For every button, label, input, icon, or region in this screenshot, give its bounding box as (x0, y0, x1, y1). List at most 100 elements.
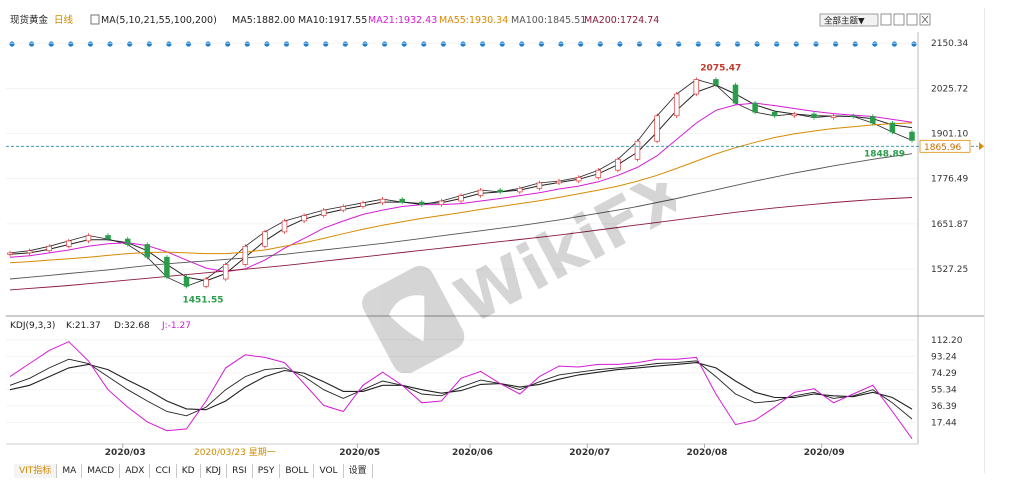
zoom-in-icon[interactable] (880, 13, 892, 26)
indicator-tab-0[interactable]: VIT指标 (14, 464, 58, 478)
period-label[interactable]: 日线 (54, 14, 74, 26)
zoom-out-icon[interactable] (893, 13, 905, 26)
indicator-tab-6[interactable]: KDJ (201, 464, 228, 478)
recent-low-annotation: 1848.89 (864, 150, 905, 160)
event-dot[interactable] (617, 41, 623, 47)
chart-canvas[interactable]: 现货黄金 日线 MA(5,10,21,55,100,200) MA5:1882.… (6, 8, 984, 473)
candle-body (164, 256, 170, 278)
candle-body (281, 220, 288, 233)
event-dot[interactable] (774, 41, 780, 47)
indicator-tab-1[interactable]: MA (57, 464, 83, 478)
high-annotation: 2075.47 (700, 63, 741, 73)
candle-body (7, 252, 13, 255)
event-dot[interactable] (29, 41, 35, 47)
kdj-grid (6, 339, 918, 423)
event-dot[interactable] (68, 41, 74, 47)
ma200-value: MA200:1724.74 (584, 15, 659, 26)
indicator-tab-11[interactable]: 设置 (344, 464, 373, 478)
price-tick-label: 1651.87 (931, 220, 968, 230)
event-dot[interactable] (87, 41, 93, 47)
event-dot[interactable] (9, 41, 15, 47)
event-dot[interactable] (401, 41, 407, 47)
candle-body (732, 84, 739, 104)
date-tick-label: 2020/09 (804, 448, 845, 458)
event-dot[interactable] (146, 41, 152, 47)
theme-button[interactable] (819, 13, 879, 27)
kdj-tick-label: 17.44 (931, 418, 957, 428)
event-dot[interactable] (911, 41, 917, 47)
event-dot[interactable] (185, 41, 192, 47)
indicator-tab-2[interactable]: MACD (82, 464, 121, 478)
event-dot[interactable] (852, 41, 858, 47)
event-dot[interactable] (891, 41, 898, 47)
event-dot[interactable] (833, 41, 839, 47)
event-dot[interactable] (303, 41, 309, 47)
event-dot[interactable] (48, 41, 54, 47)
indicator-tab-7[interactable]: RSI (227, 464, 253, 478)
event-dot[interactable] (578, 41, 584, 47)
crosshair-date-label: 2020/03/23 星期一 (194, 447, 276, 458)
event-dot[interactable] (283, 41, 290, 47)
event-dot[interactable] (597, 41, 603, 47)
candle-body (517, 187, 523, 193)
event-dot[interactable] (382, 41, 388, 47)
kdj-tick-label: 74.29 (931, 369, 957, 379)
event-dot[interactable] (636, 41, 643, 47)
event-dot[interactable] (499, 41, 505, 47)
chart-window: 现货黄金 日线 MA(5,10,21,55,100,200) MA5:1882.… (6, 8, 985, 478)
event-dot[interactable] (225, 41, 231, 47)
event-dot[interactable] (440, 41, 446, 47)
event-dot[interactable] (166, 41, 172, 47)
event-dot[interactable] (480, 41, 486, 47)
event-dot[interactable] (656, 41, 662, 47)
indicator-tab-9[interactable]: BOLL (280, 464, 315, 478)
event-dot[interactable] (715, 41, 721, 47)
kdj-line-k (9, 358, 913, 420)
candle-body (66, 240, 72, 247)
ma100-value: MA100:1845.51 (511, 15, 586, 26)
ma-line-ma200 (9, 197, 913, 291)
indicator-tab-8[interactable]: PSY (253, 464, 281, 478)
event-dot[interactable] (362, 41, 368, 47)
ma-params-label: MA(5,10,21,55,100,200) (101, 15, 217, 26)
event-dot[interactable] (460, 41, 466, 47)
candle-body (85, 235, 92, 242)
event-dot[interactable] (754, 41, 760, 47)
event-dot[interactable] (244, 41, 250, 47)
event-dot[interactable] (323, 41, 329, 47)
kdj-line-j (9, 341, 913, 439)
candle-body (203, 278, 209, 287)
date-tick-label: 2020/06 (452, 448, 493, 458)
date-tick-label: 2020/07 (569, 448, 610, 458)
ma21-value: MA21:1932.43 (368, 15, 437, 26)
event-dot[interactable] (695, 41, 701, 47)
indicator-tab-3[interactable]: ADX (120, 464, 151, 478)
event-dot[interactable] (264, 41, 270, 47)
event-dot[interactable] (107, 41, 113, 47)
event-dot[interactable] (127, 41, 133, 47)
event-dot[interactable] (342, 41, 348, 47)
event-dot[interactable] (793, 41, 799, 47)
event-dot[interactable] (558, 41, 564, 47)
date-tick-label: 2020/05 (339, 448, 380, 458)
candle-body (870, 116, 876, 124)
event-dot[interactable] (421, 41, 427, 47)
event-dot[interactable] (813, 41, 819, 47)
event-dot[interactable] (734, 41, 741, 47)
indicator-tab-4[interactable]: CCI (150, 464, 177, 478)
event-dots[interactable] (9, 41, 917, 47)
event-dot[interactable] (676, 41, 682, 47)
candle-body (46, 245, 52, 252)
event-dot[interactable] (519, 41, 525, 47)
event-dot[interactable] (205, 41, 211, 47)
event-dot[interactable] (872, 41, 878, 47)
candle-body (399, 198, 405, 203)
candle-body (360, 202, 366, 207)
candle-body (242, 245, 249, 265)
candle-body (811, 113, 817, 118)
settings-icon[interactable] (90, 14, 100, 25)
indicator-tab-10[interactable]: VOL (314, 464, 344, 478)
maximize-icon[interactable] (906, 13, 918, 26)
event-dot[interactable] (538, 41, 545, 47)
indicator-tab-5[interactable]: KD (177, 464, 201, 478)
